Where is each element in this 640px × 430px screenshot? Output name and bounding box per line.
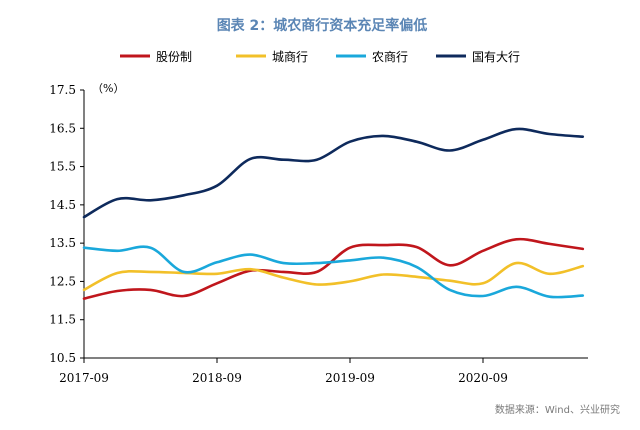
legend-label: 国有大行	[472, 50, 520, 64]
x-tick-label: 2020-09	[458, 371, 508, 385]
series-line	[82, 245, 585, 299]
legend-label: 农商行	[372, 49, 408, 64]
legend-item: 股份制	[120, 50, 192, 64]
x-tick-label: 2017-09	[59, 371, 109, 385]
chart-title: 图表 2：城农商行资本充足率偏低	[217, 17, 428, 34]
series-line	[82, 237, 585, 300]
y-tick-label: 16.5	[49, 121, 76, 135]
y-tick-label: 12.5	[49, 274, 76, 288]
legend-item: 国有大行	[436, 50, 520, 64]
series-line	[82, 261, 585, 292]
x-tick-label: 2019-09	[325, 371, 375, 385]
y-tick-label: 13.5	[49, 236, 76, 250]
y-tick-label: 17.5	[49, 83, 76, 97]
y-tick-label: 11.5	[49, 313, 76, 327]
series-line	[82, 127, 585, 219]
legend-item: 城商行	[236, 49, 308, 64]
y-unit-label: （%）	[92, 82, 124, 95]
legend-item: 农商行	[336, 49, 408, 64]
source-note: 数据来源：Wind、兴业研究	[495, 403, 620, 416]
legend-label: 城商行	[272, 49, 308, 64]
y-tick-label: 15.5	[49, 160, 76, 174]
series-lines	[82, 127, 585, 300]
legend-label: 股份制	[156, 50, 192, 64]
legend: 股份制 城商行 农商行 国有大行	[120, 49, 520, 64]
y-tick-label: 10.5	[49, 351, 76, 365]
x-tick-label: 2018-09	[192, 371, 242, 385]
axes: 10.5 11.5 12.5 13.5 14.5 15.5 16.5 17.5 2017-09 2…	[49, 83, 588, 385]
y-tick-label: 14.5	[49, 198, 76, 212]
